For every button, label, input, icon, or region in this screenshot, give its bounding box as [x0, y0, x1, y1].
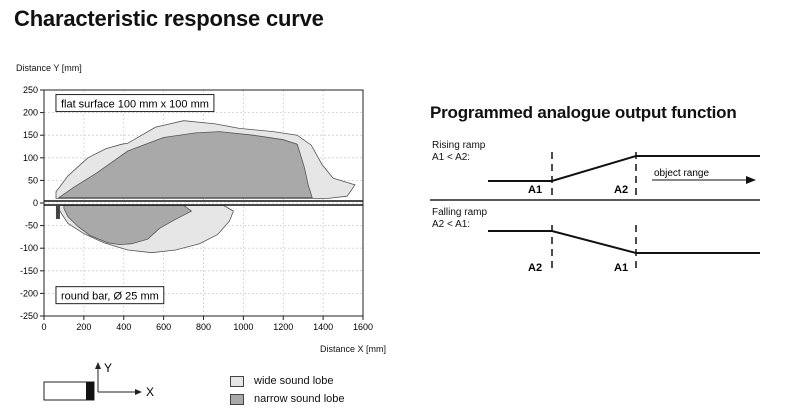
y-tick-label: -50	[25, 221, 38, 231]
y-tick-label: 200	[23, 108, 38, 118]
page-title: Characteristic response curve	[14, 6, 324, 31]
rising-ramp-label: Rising ramp	[432, 140, 486, 151]
rising-ramp-cond: A1 < A2:	[432, 152, 471, 163]
y-tick-label: 100	[23, 153, 38, 163]
y-tick-label: 0	[33, 198, 38, 208]
y-tick-label: 250	[23, 85, 38, 95]
y-tick-label: -200	[20, 288, 38, 298]
y-tick-label: -250	[20, 311, 38, 321]
flat-surface-box	[55, 94, 215, 113]
falling-end-label: A1	[614, 262, 628, 274]
legend-swatch-wide	[230, 375, 244, 387]
legend-swatch-narrow	[230, 393, 244, 405]
legend-item-wide: wide sound lobe	[230, 372, 345, 390]
sensor-x-label: X	[146, 385, 154, 399]
falling-start-label: A2	[528, 262, 542, 274]
y-tick-label: 150	[23, 130, 38, 140]
sensor-stub	[55, 205, 60, 219]
narrow-lobe-lower	[63, 204, 193, 246]
ramp-title: Programmed analogue output function	[430, 103, 737, 122]
sensor-icon: Y X	[43, 361, 154, 401]
round-bar-box	[55, 286, 165, 305]
x-tick-label: 1600	[353, 322, 373, 332]
x-tick-label: 1400	[313, 322, 333, 332]
falling-ramp-label: Falling ramp	[432, 207, 488, 218]
object-range-label: object range	[654, 168, 709, 179]
x-axis-label: Distance X [mm]	[320, 344, 387, 354]
y-axis-label: Distance Y [mm]	[16, 63, 82, 73]
legend-item-narrow: narrow sound lobe	[230, 390, 345, 408]
ramp-diagram: object range A1 A2 A2 A1	[430, 152, 760, 274]
falling-curve	[488, 230, 760, 254]
object-range-arrowhead	[746, 176, 756, 184]
falling-ramp-cond: A2 < A1:	[432, 219, 471, 230]
legend-label-narrow: narrow sound lobe	[254, 393, 345, 405]
x-tick-label: 600	[156, 322, 171, 332]
response-chart: 0 200 400 600 800 1000 1200 1400 160025020015010…	[20, 85, 373, 332]
narrow-lobe-upper	[57, 131, 313, 199]
x-arrow-head	[135, 389, 142, 395]
x-tick-label: 200	[76, 322, 91, 332]
x-tick-label: 0	[41, 322, 46, 332]
rising-start-label: A1	[528, 184, 542, 196]
flat-surface-label: flat surface 100 mm x 100 mm	[61, 99, 209, 111]
round-bar-label: round bar, Ø 25 mm	[61, 291, 159, 303]
legend: wide sound lobe narrow sound lobe	[230, 372, 345, 408]
x-tick-label: 1200	[273, 322, 293, 332]
x-tick-label: 800	[196, 322, 211, 332]
legend-label-wide: wide sound lobe	[254, 375, 334, 387]
y-tick-label: -100	[20, 243, 38, 253]
rising-curve	[488, 155, 760, 182]
x-tick-label: 1000	[233, 322, 253, 332]
y-tick-label: 50	[28, 175, 38, 185]
y-arrow-head	[95, 362, 101, 369]
rising-end-label: A2	[614, 184, 628, 196]
sensor-y-label: Y	[104, 361, 112, 375]
x-tick-label: 400	[116, 322, 131, 332]
y-tick-label: -150	[20, 266, 38, 276]
